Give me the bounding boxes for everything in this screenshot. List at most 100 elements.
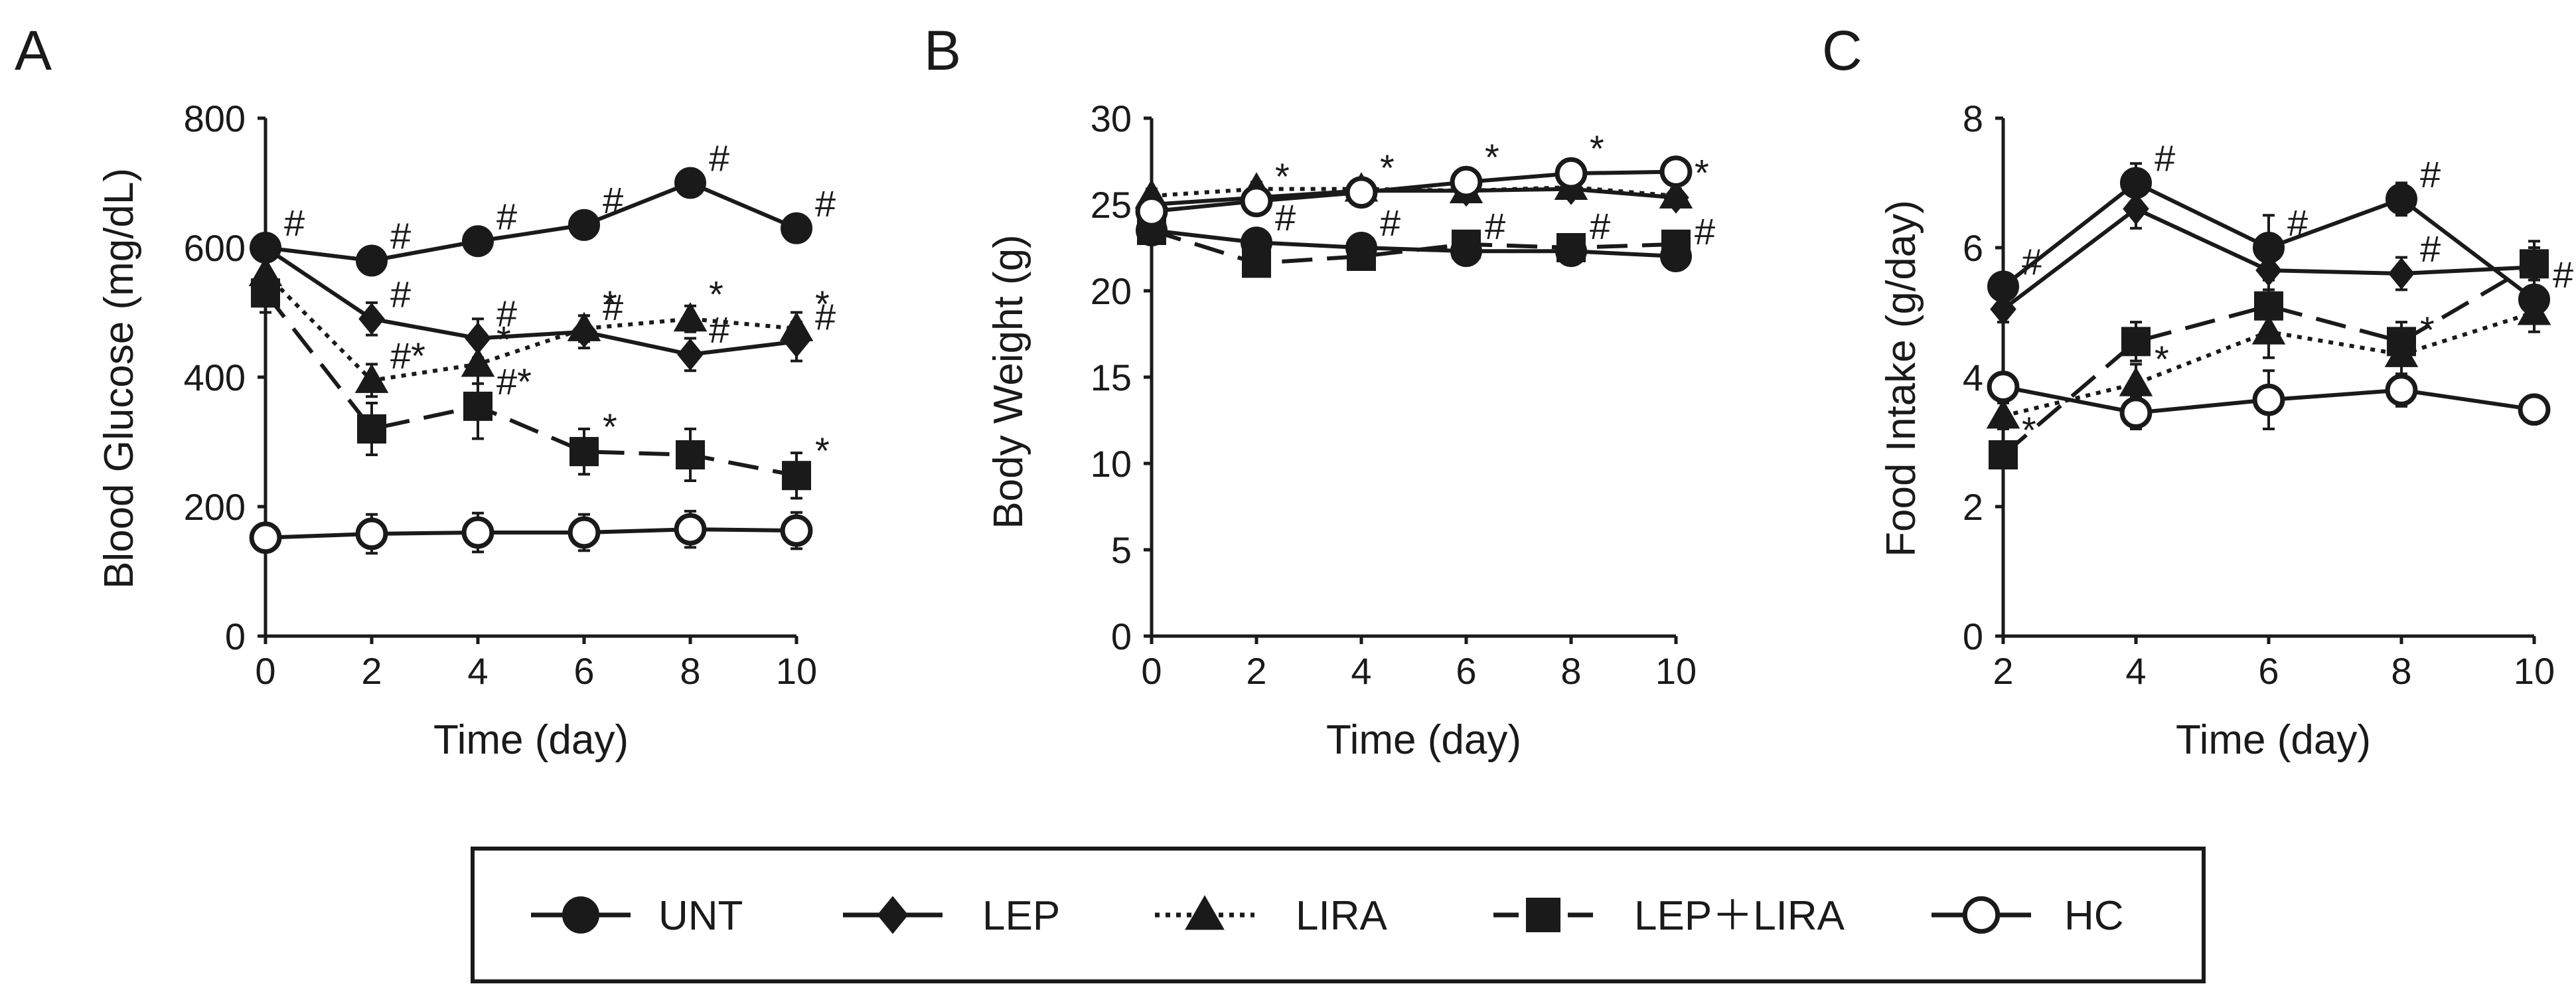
panel-c-xtick-label: 4 [2125,650,2146,692]
panel-a-xtick-label: 2 [361,650,382,692]
panel-a-unt-point [781,212,812,244]
panel-b-lira-point [1659,179,1693,208]
legend-lep-lira-marker [1526,898,1560,932]
panel-a-xtick-label: 0 [255,650,275,692]
panel-c-series-lep-lira: * [1989,240,2549,469]
legend-label-hc: HC [2064,893,2124,939]
panel-c-lep-lira-line [2002,262,2536,457]
panel-a-unt-annotation: # [603,179,623,221]
panel-c-lira-point [1986,399,2020,429]
panel-a-lep-annotation: # [496,293,517,335]
panel-a-hc-line [265,527,797,540]
panel-a-lep-lira-point [676,440,705,469]
panel-a-series-lep-lira: #* * * [251,272,830,500]
panel-c-hc-point [2119,396,2153,430]
panel-c-letter: C [1822,19,1862,82]
panel-b-ytick-label: 10 [1091,443,1132,485]
panel-c-hc-point [2385,374,2418,406]
panel-c-ylabel: Food Intake (g/day) [1878,200,1924,557]
panel-c-ytick-label: 4 [1963,357,1983,398]
panel-c-lep-lira-point [2121,327,2151,357]
panel-a-ytick-label: 0 [225,616,246,657]
panel-a-unt-point [568,208,600,241]
panel-a-hc-point [568,516,601,549]
panel-a-unt-annotation: # [496,195,517,237]
panel-c-ytick-label: 6 [1963,227,1983,269]
legend-item-unt: UNT [531,893,743,939]
panel-a-lep-point [465,322,491,355]
panel-a-lep-annotation: # [815,295,836,337]
panel-b-ytick-label: 5 [1111,529,1132,571]
panel-c-lira-point [2517,295,2551,325]
panel-b-xtick-label: 10 [1655,650,1697,692]
panel-b-unt-annotation: # [1275,197,1296,238]
panel-a-lep-lira-point [569,437,599,467]
panel-b-series-hc: * * * * [1135,127,1693,228]
panel-a-hc-point [355,517,388,550]
panel-a-lira-annotation: * [496,319,511,361]
legend-item-lira: LIRA [1155,893,1387,939]
panel-b-unt-annotation: # [1590,205,1610,247]
panel-a-hc-point [461,516,494,549]
panel-c-lep-annotation: # [2420,228,2441,270]
panel-b-hc-annotation: * [1590,127,1604,169]
panel-b-ylabel: Body Weight (g) [986,234,1031,529]
panel-a-lira-point [779,311,814,341]
panel-a-lep-annotation: # [603,286,623,328]
panel-b-lep-lira-point [1556,233,1586,262]
panel-a-unt-line [265,181,798,263]
panel-a-hc-point [249,521,282,554]
panel-b-ytick-label: 25 [1091,184,1132,226]
panel-b-lep-lira-line [1151,228,1677,266]
panel-a-lira-annotation: #* [390,335,425,376]
panel-c-series-hc [1987,369,2551,430]
panel-b-lira-line [1151,185,1677,198]
panel-c-lep-point [1990,293,2016,325]
panel-b-ytick-label: 0 [1111,616,1132,657]
panel-a-lira-point [461,347,495,377]
panel-b-hc-point [1135,195,1168,228]
panel-c-xlabel: Time (day) [2176,717,2371,763]
panel-b-ytick-label: 15 [1091,357,1132,398]
panel-a-unt-annotation: # [709,137,729,179]
panel-b-hc-annotation: * [1275,155,1290,197]
panel-b-series-lep-lira [1137,216,1691,278]
panel-a-xlabel: Time (day) [433,717,629,763]
panel-a-series-lira: #* * * * * [248,256,830,398]
legend-item-hc: HC [1932,893,2124,939]
panel-b-xtick-label: 4 [1351,650,1371,692]
panel-b-hc-annotation: * [1485,136,1499,178]
panel-a-hc-point [674,513,707,546]
panel-b-lep-lira-point [1661,229,1691,259]
legend-lira-marker [1185,895,1225,930]
panel-b-unt-annotation: # [1695,210,1715,252]
panel-a-lep-lira-point [251,278,280,308]
panel-b-hc-point [1345,176,1378,209]
panel-c-lep-lira-point [2520,249,2549,279]
panel-c-lep-point [2255,254,2282,287]
panel-a-ytick-label: 600 [184,227,246,269]
panel-c-hc-point [2252,383,2285,416]
legend-item-lep: LEP [843,893,1060,939]
legend-label-lep: LEP [982,893,1060,939]
legend-box [471,847,2206,983]
panel-b-series-unt: # # # # # [1136,197,1715,272]
panel-a-lep-annotation: # [709,309,729,351]
panel-c-lep-point [2388,257,2415,290]
panel-c-unt-annotation: # [2287,202,2308,244]
panel-b-lep-lira-point [1242,248,1271,278]
panel-b-hc-line [1151,169,1677,214]
legend-label-lira: LIRA [1296,893,1387,939]
panel-c-lira-annotation: * [2420,309,2435,351]
panel-a-hc-point [780,514,813,547]
panel-a-lep-lira-annotation: * [815,430,830,471]
legend-label-lep-lira: LEP＋LIRA [1634,893,1845,939]
panel-a-series-lep: # # # # # [252,231,836,372]
panel-a: A Blood Glucose (mg/dL) Time (day) 0 200 4… [15,19,836,763]
panel-c-hc-point [2518,393,2551,426]
panel-c-lep-lira-point [1989,440,2018,469]
panel-a-lep-line [264,246,797,357]
panel-a-lep-annotation: # [390,273,411,315]
panel-a-lep-lira-line [264,291,797,478]
